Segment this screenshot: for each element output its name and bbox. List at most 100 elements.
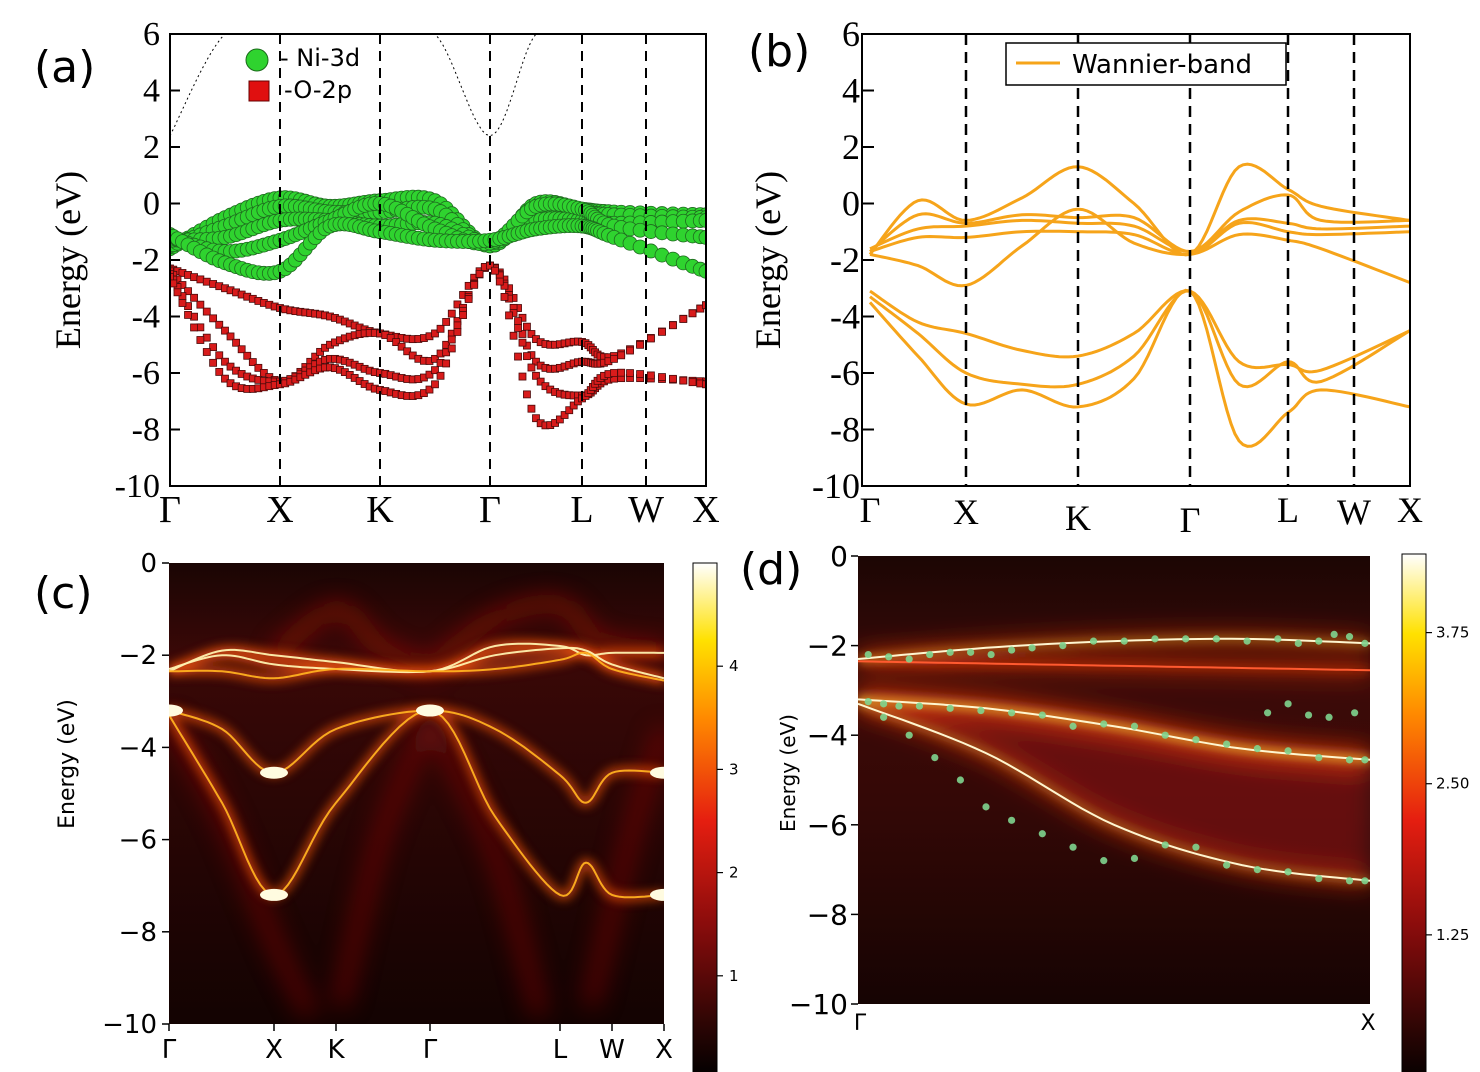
colorbar-d-label: 2.50 xyxy=(1436,775,1469,793)
wannier-band-path xyxy=(868,288,1410,448)
arpes-dot xyxy=(1100,857,1108,865)
arpes-dot xyxy=(1284,700,1292,708)
o2p-marker xyxy=(209,358,218,367)
legend-b: Wannier-band xyxy=(1005,42,1287,86)
o2p-marker xyxy=(532,371,540,380)
colorbar-c-label: 3 xyxy=(729,760,739,778)
arpes-dot xyxy=(1361,639,1369,647)
ytick-c-label: −2 xyxy=(119,641,157,671)
colorbar-c-label: 1 xyxy=(729,967,739,985)
o2p-marker xyxy=(221,326,229,335)
wannier-band-path xyxy=(868,162,1410,257)
o2p-marker xyxy=(560,411,569,419)
heatmap-bg-c xyxy=(169,563,664,1024)
o2p-marker xyxy=(196,336,205,344)
o2p-marker xyxy=(569,401,578,410)
arpes-dot xyxy=(1038,711,1046,719)
band-core-c xyxy=(169,646,664,680)
o2p-marker xyxy=(259,369,268,377)
o2p-marker xyxy=(209,314,218,323)
arpes-dot xyxy=(1008,816,1016,824)
o2p-marker xyxy=(248,358,257,366)
o2p-marker xyxy=(178,299,187,307)
arpes-dot xyxy=(895,702,903,710)
arpes-dot xyxy=(1315,874,1323,883)
kpoint-c-label: Γ xyxy=(423,1035,438,1065)
kpoint-d-label: Γ xyxy=(854,1011,867,1036)
o2p-marker xyxy=(470,280,479,289)
ytick-b-label: 6 xyxy=(842,14,860,54)
band-core-c xyxy=(169,709,664,804)
arpes-dot xyxy=(880,713,888,721)
kpoint-c-label: K xyxy=(327,1035,345,1065)
y-ticks-b: 6 4 2 0 -2 -4 -6 -8 -10 xyxy=(812,14,874,506)
o2p-marker xyxy=(243,351,252,360)
colorbar-c xyxy=(692,562,718,1072)
ytick-a-label: -4 xyxy=(132,299,160,336)
o2p-marker xyxy=(442,359,451,368)
o2p-marker xyxy=(431,380,439,389)
arpes-dot xyxy=(905,655,913,663)
o2p-marker xyxy=(190,323,198,332)
heatmap-c-core xyxy=(169,642,664,901)
diffuse-band-c xyxy=(426,598,664,673)
ytick-a-label: 4 xyxy=(143,73,160,110)
heatmap-d-marks xyxy=(858,630,1370,886)
kpoint-dividers-b xyxy=(964,34,1356,486)
o2p-marker xyxy=(491,266,499,275)
arpes-dot xyxy=(880,700,888,708)
ytick-d-label: −10 xyxy=(789,988,848,1021)
y-ticks-d: 0 −2 −4 −6 −8 −10 xyxy=(789,540,858,1021)
ytick-b-label: -8 xyxy=(830,410,860,450)
arpes-dot xyxy=(956,776,965,784)
o2p-marker xyxy=(555,415,564,424)
kpoint-b-label: X xyxy=(953,492,979,532)
o2p-marker xyxy=(536,377,545,386)
arpes-dot xyxy=(931,754,939,762)
wannier-band-path xyxy=(869,220,1410,256)
arpes-dot xyxy=(926,650,934,659)
o2p-marker xyxy=(658,373,666,381)
wannier-band-path xyxy=(869,217,1410,254)
diffuse-wedge-d xyxy=(858,699,1370,881)
o2p-marker xyxy=(447,344,456,353)
arpes-dot xyxy=(1315,754,1323,762)
o2p-marker xyxy=(669,321,677,330)
o2p-marker xyxy=(464,295,473,303)
arpes-dot xyxy=(1059,642,1067,650)
o2p-marker xyxy=(646,334,655,343)
o2p-marker xyxy=(626,346,634,355)
arpes-dot xyxy=(905,731,913,739)
panel-d: (d) 0−2−4−6−8−10 ΓX Energy (eV) 0.001.25… xyxy=(740,540,1469,1072)
plot-frame-b xyxy=(861,33,1411,487)
ytick-a-label: -2 xyxy=(132,242,160,279)
ytick-d-label: 0 xyxy=(830,540,848,573)
kpoint-b-label: K xyxy=(1065,498,1091,538)
o2p-marker xyxy=(202,277,211,286)
o2p-marker xyxy=(202,307,211,316)
o2p-marker xyxy=(453,321,462,330)
plot-a-marks xyxy=(170,34,706,486)
o2p-marker xyxy=(500,281,509,290)
o2p-marker xyxy=(397,342,406,351)
o2p-marker xyxy=(431,329,439,338)
ylabel-b: Energy (eV) xyxy=(748,171,788,349)
kpoint-c-label: X xyxy=(265,1035,283,1065)
arpes-dot xyxy=(1315,637,1323,645)
o2p-marker xyxy=(215,351,224,360)
ylabel-d: Energy (eV) xyxy=(776,714,800,832)
arpes-dot xyxy=(1100,720,1108,728)
arpes-dot xyxy=(1069,843,1077,851)
wannier-band-path xyxy=(869,193,1410,254)
arpes-dot xyxy=(1264,709,1272,717)
kpoint-c-label: W xyxy=(599,1035,625,1065)
o2p-marker xyxy=(316,347,324,356)
o2p-marker xyxy=(523,352,531,361)
o2p-marker xyxy=(527,363,536,372)
arpes-dot xyxy=(1330,630,1338,639)
o2p-marker xyxy=(500,293,509,301)
colorbar-c-label: 4 xyxy=(729,657,739,675)
